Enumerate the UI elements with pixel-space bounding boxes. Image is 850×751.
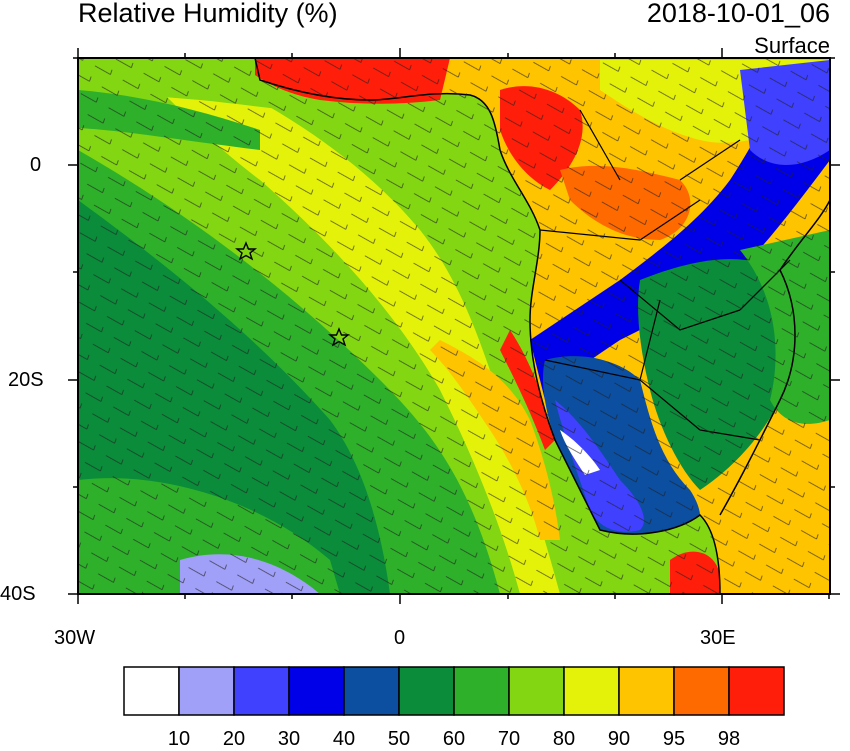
wind-barbs xyxy=(78,58,830,594)
colorbar-label: 10 xyxy=(167,728,191,750)
colorbar-label: 90 xyxy=(607,728,631,750)
plot-frame xyxy=(77,57,831,595)
colorbar-swatch xyxy=(123,666,180,716)
colorbar-swatch xyxy=(343,666,400,716)
map-title: Relative Humidity (%) xyxy=(78,0,338,28)
star-marker xyxy=(235,241,257,261)
colorbar-swatch xyxy=(453,666,510,716)
colorbar-label: 30 xyxy=(277,728,301,750)
colorbar-label: 70 xyxy=(497,728,521,750)
colorbar-swatch xyxy=(398,666,455,716)
colorbar-swatch xyxy=(563,666,620,716)
colorbar-swatch xyxy=(673,666,730,716)
colorbar-label: 50 xyxy=(387,728,411,750)
colorbar-label: 20 xyxy=(222,728,246,750)
colorbar-label: 98 xyxy=(717,728,741,750)
colorbar-label: 80 xyxy=(552,728,576,750)
y-label-40s: 40S xyxy=(0,583,36,605)
datetime-label: 2018-10-01_06 xyxy=(646,0,830,28)
colorbar-label: 95 xyxy=(662,728,686,750)
colorbar-swatch xyxy=(178,666,235,716)
star-marker xyxy=(328,327,350,347)
colorbar-swatch xyxy=(618,666,675,716)
y-label-20s: 20S xyxy=(8,369,44,391)
colorbar-swatch xyxy=(508,666,565,716)
colorbar-swatch xyxy=(288,666,345,716)
colorbar-label: 40 xyxy=(332,728,356,750)
x-label-30e: 30E xyxy=(700,627,736,649)
field-layer xyxy=(78,58,830,594)
colorbar-swatch xyxy=(233,666,290,716)
x-label-30w: 30W xyxy=(54,627,96,649)
colorbar-swatch xyxy=(728,666,785,716)
axis-ticks xyxy=(68,48,840,604)
colorbar-label: 60 xyxy=(442,728,466,750)
level-label: Surface xyxy=(754,33,830,58)
y-label-0: 0 xyxy=(30,154,42,176)
colorbar xyxy=(123,666,785,716)
x-label-0: 0 xyxy=(394,627,406,649)
